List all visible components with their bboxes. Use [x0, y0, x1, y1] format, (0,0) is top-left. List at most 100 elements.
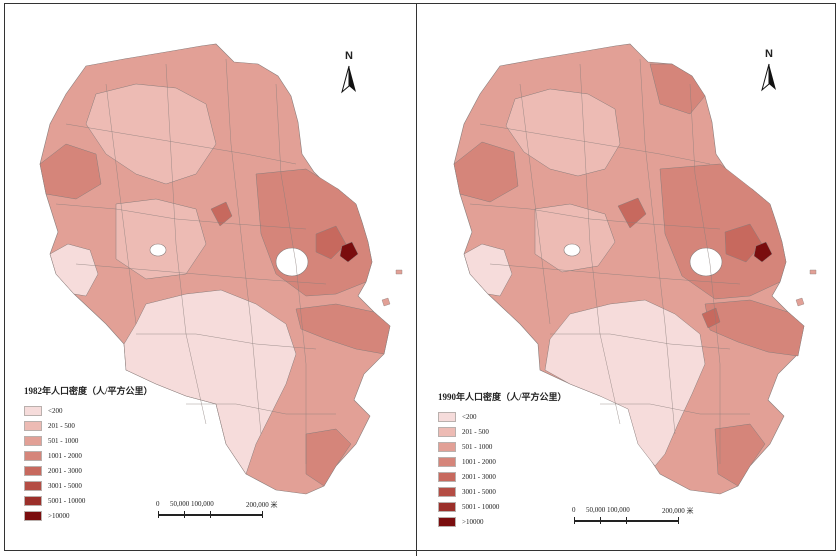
scale-tick — [600, 517, 601, 524]
legend-items: <200 201 - 500 501 - 1000 1001 - 2000 2001 -… — [24, 403, 153, 523]
legend-label: 5001 - 10000 — [48, 496, 86, 505]
legend-swatch — [24, 510, 42, 521]
city-core — [753, 241, 773, 263]
panel-divider — [416, 3, 417, 556]
legend-swatch — [24, 435, 42, 446]
region-west-light — [49, 243, 99, 297]
scale-label-mid: 50,000 100,000 — [170, 500, 214, 508]
legend-swatch — [438, 516, 456, 527]
map-panel-1982: N 1982年人口密度（人/平方公里） <200 201 - 500 501 - 1… — [6, 4, 416, 550]
legend-label: 5001 - 10000 — [462, 502, 500, 511]
population-density-map-1982 — [39, 43, 403, 495]
north-arrow-icon — [341, 65, 356, 94]
north-arrow: N — [336, 50, 362, 98]
city-cluster — [315, 225, 347, 260]
legend-item: 2001 - 3000 — [438, 469, 567, 484]
region-coast-dense — [704, 299, 805, 357]
legend-1990: 1990年人口密度（人/平方公里） <200 201 - 500 501 - 100… — [438, 390, 567, 529]
district-borders — [469, 58, 750, 464]
north-label: N — [345, 50, 353, 62]
scale-tick — [184, 511, 185, 518]
legend-item: 201 - 500 — [438, 424, 567, 439]
legend-items: <200 201 - 500 501 - 1000 1001 - 2000 2001 -… — [438, 409, 567, 529]
legend-item: 201 - 500 — [24, 418, 153, 433]
scale-label-mid: 50,000 100,000 — [586, 506, 630, 514]
region-mid-light — [115, 198, 207, 280]
legend-label: <200 — [48, 406, 63, 415]
north-label: N — [765, 48, 773, 60]
legend-item: 2001 - 3000 — [24, 463, 153, 478]
north-arrow-icon — [761, 63, 776, 92]
legend-label: 501 - 1000 — [462, 442, 493, 451]
scale-label-end: 200,000 米 — [662, 507, 694, 515]
scale-tick — [262, 511, 263, 518]
legend-item: <200 — [438, 409, 567, 424]
city-cluster — [701, 307, 721, 329]
legend-item: 3001 - 5000 — [438, 484, 567, 499]
legend-item: >10000 — [438, 514, 567, 529]
scale-bar-1990: 0 50,000 100,000 200,000 米 — [572, 506, 704, 530]
scale-tick — [574, 517, 575, 524]
island — [795, 297, 805, 307]
region-northwest-dense — [453, 141, 519, 203]
legend-swatch — [438, 411, 456, 422]
legend-label: 3001 - 5000 — [462, 487, 496, 496]
map-panel-1990: N 1990年人口密度（人/平方公里） <200 201 - 500 501 - 1… — [420, 4, 830, 550]
legend-label: 1001 - 2000 — [462, 457, 496, 466]
legend-item: >10000 — [24, 508, 153, 523]
population-density-map-1990 — [453, 43, 817, 495]
scale-label-zero: 0 — [156, 500, 160, 508]
legend-item: 5001 - 10000 — [438, 499, 567, 514]
legend-item: 3001 - 5000 — [24, 478, 153, 493]
scale-tick — [626, 517, 627, 524]
city-cluster — [724, 223, 763, 263]
legend-1982: 1982年人口密度（人/平方公里） <200 201 - 500 501 - 100… — [24, 384, 153, 523]
region-southeast-dense — [714, 423, 766, 487]
scale-tick — [678, 517, 679, 524]
legend-swatch — [438, 441, 456, 452]
city-cluster — [617, 197, 647, 229]
legend-label: 1001 - 2000 — [48, 451, 82, 460]
legend-swatch — [438, 471, 456, 482]
legend-item: 5001 - 10000 — [24, 493, 153, 508]
legend-item: <200 — [24, 403, 153, 418]
region-southeast-dense — [305, 428, 352, 487]
scale-tick — [158, 511, 159, 518]
figure-frame — [4, 3, 836, 551]
legend-swatch — [438, 456, 456, 467]
city-core — [339, 241, 359, 263]
legend-label: 3001 - 5000 — [48, 481, 82, 490]
legend-label: 201 - 500 — [48, 421, 75, 430]
island — [395, 269, 403, 275]
legend-title: 1990年人口密度（人/平方公里） — [438, 392, 567, 402]
scale-label-zero: 0 — [572, 506, 576, 514]
region-northeast-dense — [649, 63, 706, 115]
city-cluster — [210, 201, 233, 227]
legend-label: 201 - 500 — [462, 427, 489, 436]
legend-label: <200 — [462, 412, 477, 421]
region-south-light — [123, 289, 297, 475]
region-south-light — [544, 299, 706, 467]
region-west-light — [463, 243, 513, 297]
scale-bar-1982: 0 50,000 100,000 200,000 米 — [156, 500, 288, 524]
legend-item: 1001 - 2000 — [438, 454, 567, 469]
lake — [563, 243, 581, 257]
legend-swatch — [438, 501, 456, 512]
legend-swatch — [24, 420, 42, 431]
legend-swatch — [24, 450, 42, 461]
region-mid-light — [534, 203, 616, 273]
island — [381, 297, 391, 307]
lake — [689, 247, 723, 277]
lake — [275, 247, 309, 277]
legend-label: 2001 - 3000 — [462, 472, 496, 481]
north-arrow: N — [756, 48, 782, 96]
region-northwest-dense — [39, 143, 102, 200]
legend-swatch — [24, 405, 42, 416]
region-north-light — [85, 83, 217, 185]
region-north-light — [505, 88, 621, 177]
district-borders — [55, 58, 336, 464]
legend-item: 1001 - 2000 — [24, 448, 153, 463]
legend-swatch — [24, 465, 42, 476]
legend-title: 1982年人口密度（人/平方公里） — [24, 386, 153, 396]
legend-swatch — [438, 426, 456, 437]
